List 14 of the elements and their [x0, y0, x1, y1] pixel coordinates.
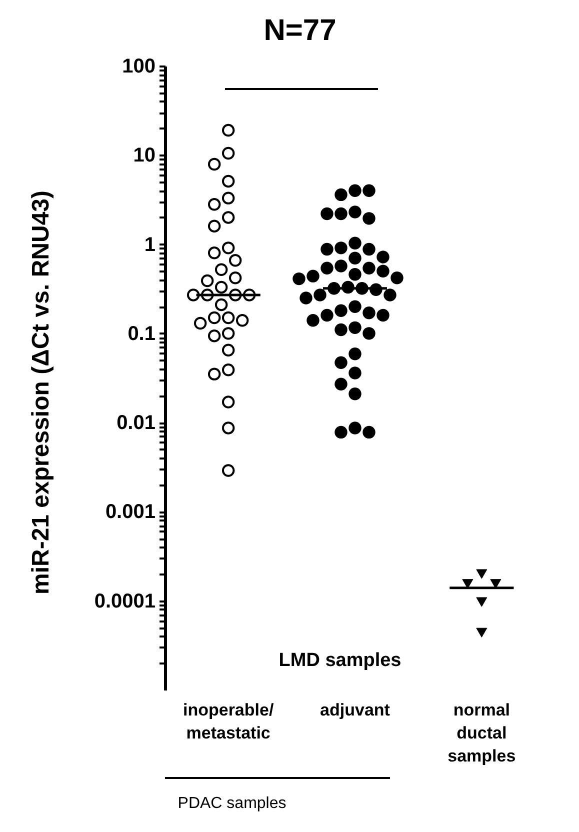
x-tick-label: adjuvant [320, 700, 390, 720]
x-tick-label: inoperable/ metastatic [182, 700, 274, 742]
y-axis-title: miR-21 expression (ΔCt vs. RNU43) [28, 190, 54, 595]
text: PDAC samples [178, 795, 286, 812]
annotation: LMD samples [278, 650, 402, 671]
y-tick-label: 1 [144, 234, 156, 256]
y-tick-label: 10 [133, 144, 156, 167]
x-tick-label: normal ductal samples [448, 700, 516, 766]
y-tick-label: 0.0001 [94, 590, 156, 612]
y-tick-label: 0.01 [116, 412, 156, 434]
y-tick-label: 0.1 [128, 322, 156, 345]
y-tick-label: 0.001 [105, 501, 156, 524]
y-tick-label: 100 [122, 56, 156, 78]
chart-title: N=77 [264, 14, 336, 47]
